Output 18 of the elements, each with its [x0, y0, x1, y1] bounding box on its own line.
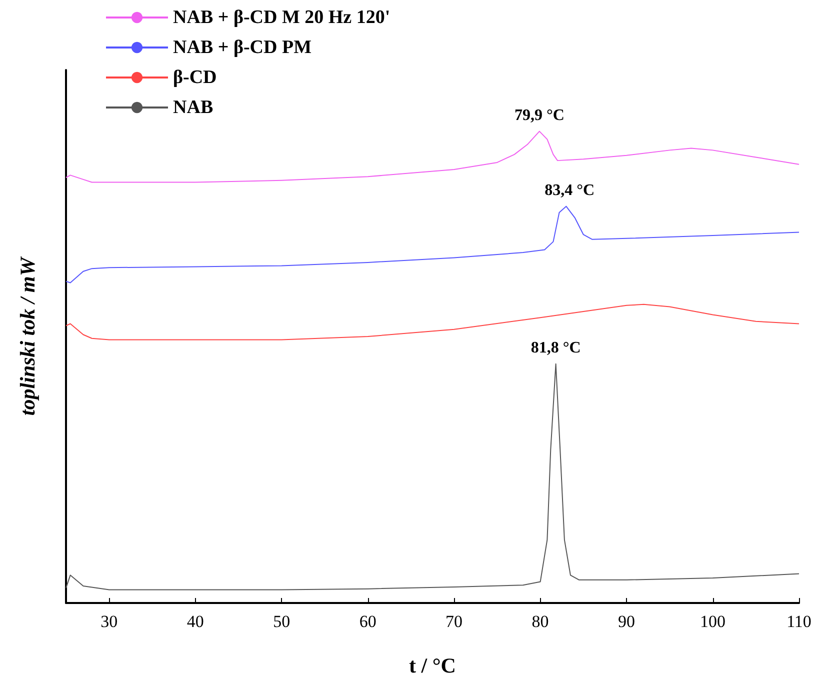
x-tick-label: 60: [359, 612, 376, 631]
x-tick-label: 30: [100, 612, 118, 631]
annotation: 83,4 °C: [544, 182, 595, 199]
legend-label: NAB + β-CD PM: [173, 37, 312, 58]
x-tick-label: 100: [700, 612, 726, 631]
legend-label: β-CD: [173, 67, 217, 88]
x-tick-label: 50: [273, 612, 290, 631]
x-tick-label: 40: [186, 612, 204, 631]
y-axis-title: toplinski tok / mW: [16, 256, 40, 416]
annotation: 79,9 °C: [514, 106, 564, 124]
x-tick-label: 70: [446, 612, 463, 631]
x-tick-label: 110: [786, 612, 812, 631]
legend-label: NAB + β-CD M 20 Hz 120': [173, 7, 390, 28]
x-axis-title: t / °C: [409, 654, 456, 678]
annotation: 81,8 °C: [530, 339, 581, 356]
legend-label: NAB: [173, 97, 214, 118]
x-tick-label: 80: [532, 612, 549, 631]
x-tick-label: 90: [618, 612, 636, 631]
